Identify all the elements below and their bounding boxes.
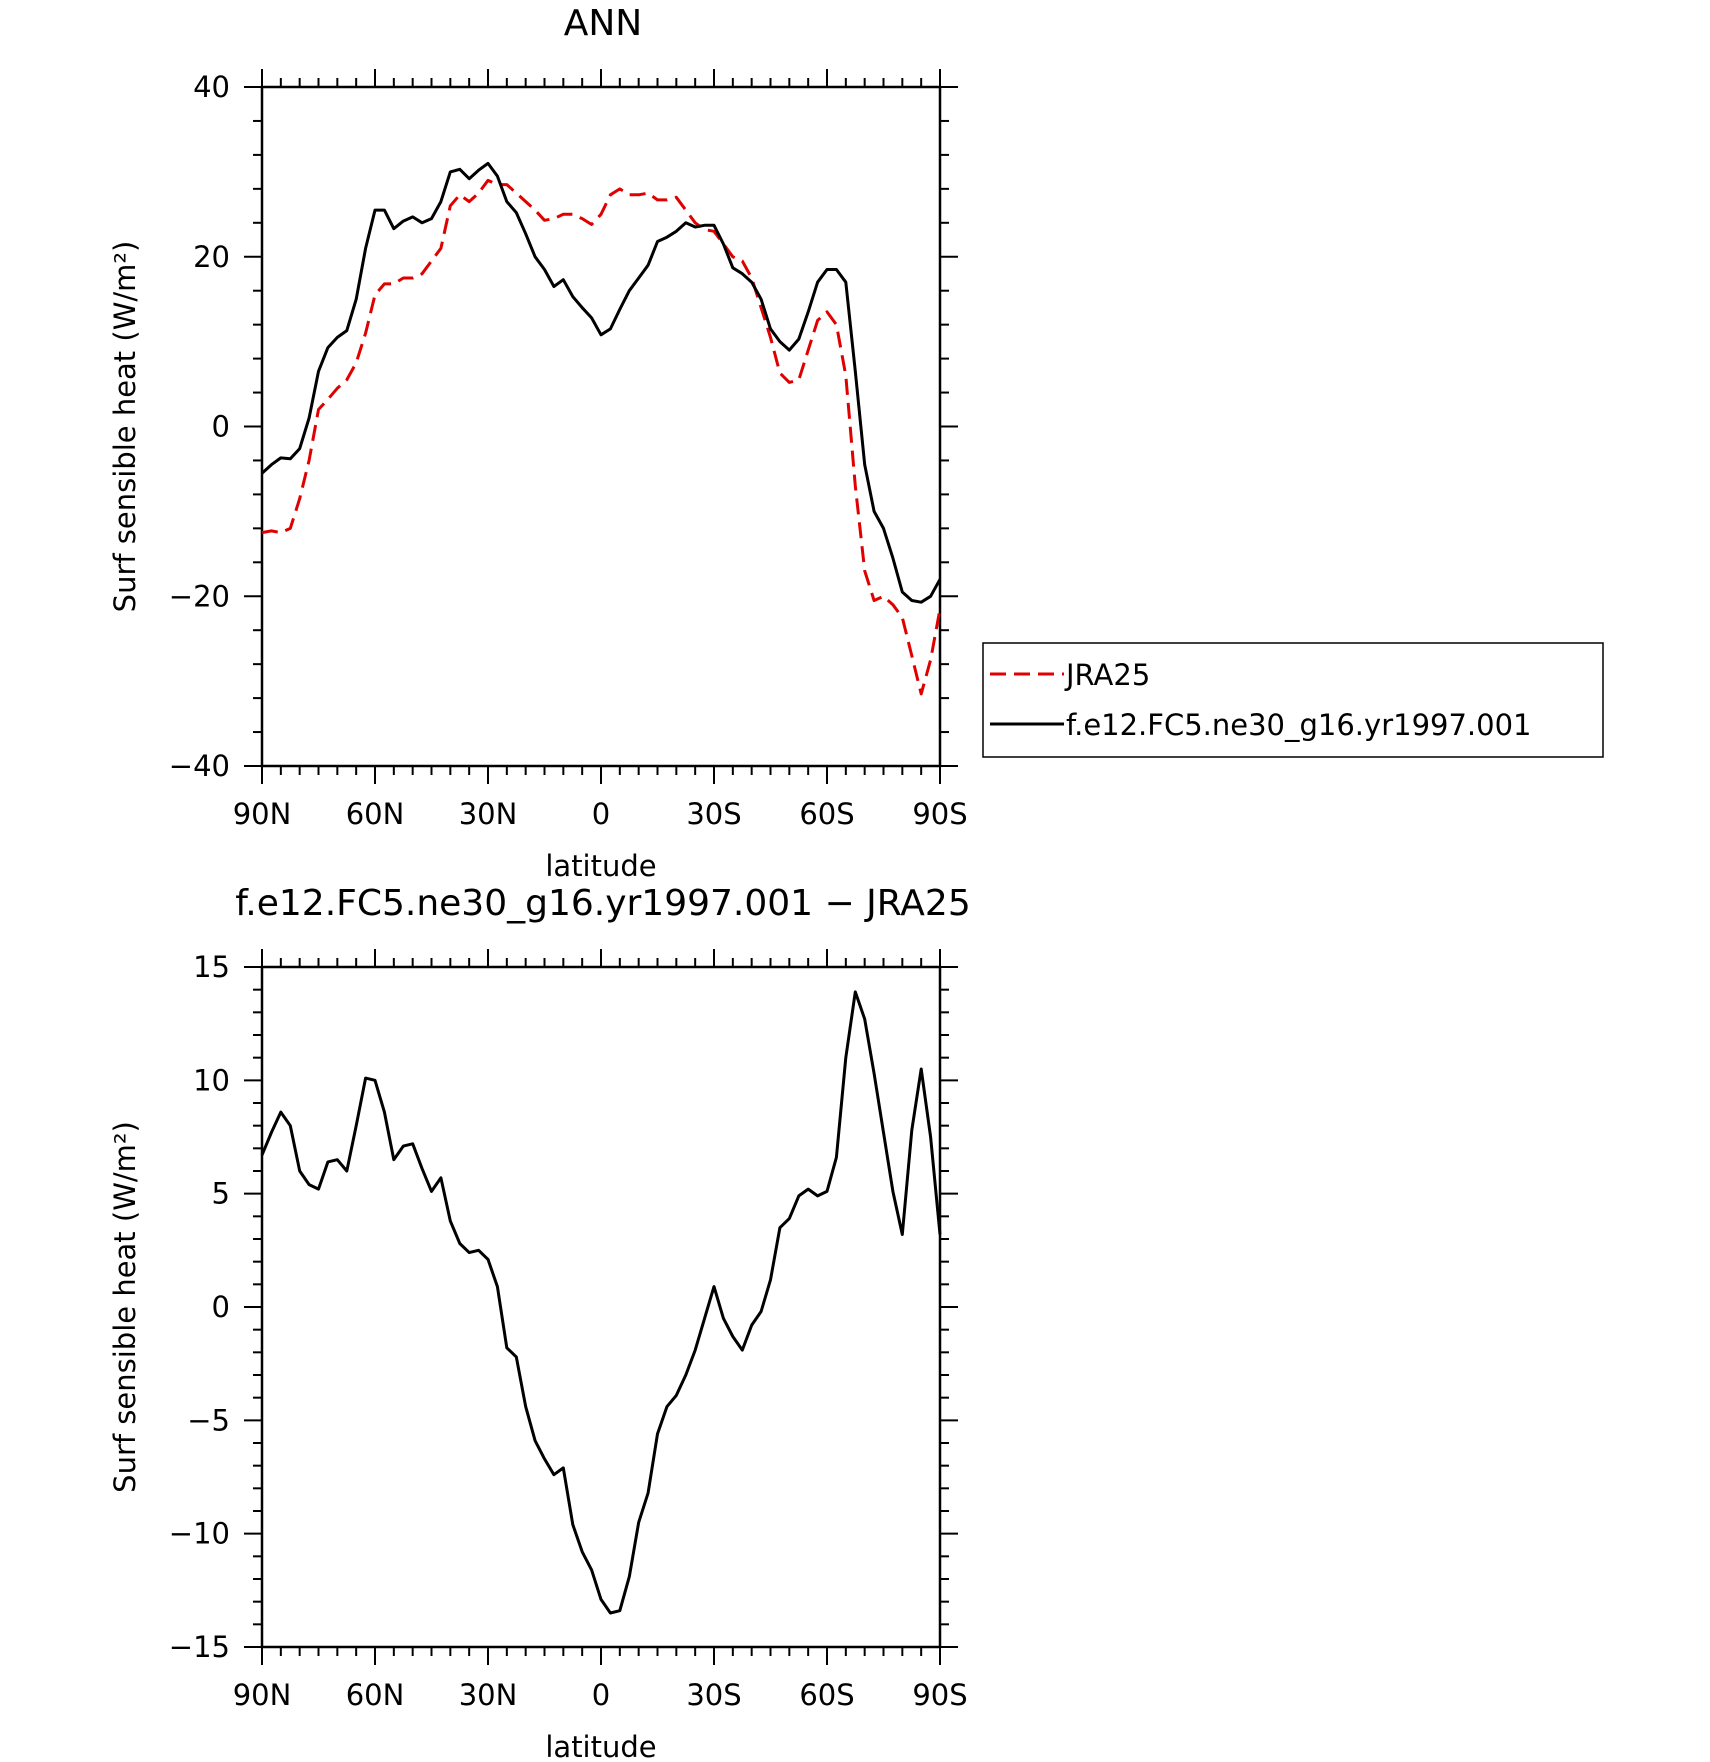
y-tick-label: −10 [169, 1517, 230, 1551]
y-tick-label: 0 [212, 1290, 230, 1324]
y-tick-label: −5 [187, 1403, 230, 1437]
x-tick-label: 60S [799, 1678, 854, 1712]
y-tick-label: 5 [212, 1177, 230, 1211]
y-tick-label: 10 [193, 1063, 230, 1097]
plot-title: f.e12.FC5.ne30_g16.yr1997.001 − JRA25 [235, 883, 971, 924]
x-tick-label: 30N [459, 1678, 518, 1712]
y-tick-label: −20 [169, 579, 230, 613]
plot-frame [260, 85, 942, 768]
plot-frame [260, 965, 942, 1649]
x-tick-label: 30S [686, 797, 741, 831]
x-tick-label: 30N [459, 797, 518, 831]
legend-label-1: f.e12.FC5.ne30_g16.yr1997.001 [1066, 708, 1532, 742]
legend: JRA25 f.e12.FC5.ne30_g16.yr1997.001 [982, 642, 1604, 758]
legend-label-0: JRA25 [1064, 658, 1150, 692]
series-line-1 [260, 161, 942, 604]
top-panel: 90N 60N 30N 0 30S 60S 90S 40 20 0 −20 −40 ANN latitud… [108, 3, 968, 883]
x-tick-label: 60N [346, 797, 405, 831]
legend-box [982, 642, 1604, 758]
y-tick-label: 0 [212, 410, 230, 444]
plot-title: ANN [564, 3, 643, 44]
series-line-0 [261, 178, 942, 696]
x-tick-label: 90S [912, 1678, 967, 1712]
y-tick-label: 15 [193, 950, 230, 984]
y-tick-label: −40 [169, 749, 230, 783]
x-tick-label: 60N [346, 1678, 405, 1712]
x-axis-label: latitude [545, 1730, 656, 1762]
series-line-0 [260, 990, 942, 1615]
y-tick-label: −15 [169, 1630, 230, 1664]
y-axis-label: Surf sensible heat (W/m²) [108, 1121, 142, 1493]
x-tick-label: 90N [233, 797, 292, 831]
x-tick-label: 90S [912, 797, 967, 831]
bottom-panel: 90N 60N 30N 0 30S 60S 90S 15 10 5 0 −5 −10 −15 f.e12.F… [108, 883, 971, 1762]
x-tick-label: 60S [799, 797, 854, 831]
y-tick-label: 20 [193, 240, 230, 274]
x-tick-label: 0 [592, 1678, 610, 1712]
x-axis-label: latitude [545, 849, 656, 883]
x-tick-label: 30S [686, 1678, 741, 1712]
y-axis-label: Surf sensible heat (W/m²) [108, 241, 142, 613]
x-tick-label: 90N [233, 1678, 292, 1712]
x-tick-label: 0 [592, 797, 610, 831]
y-tick-label: 40 [193, 70, 230, 104]
